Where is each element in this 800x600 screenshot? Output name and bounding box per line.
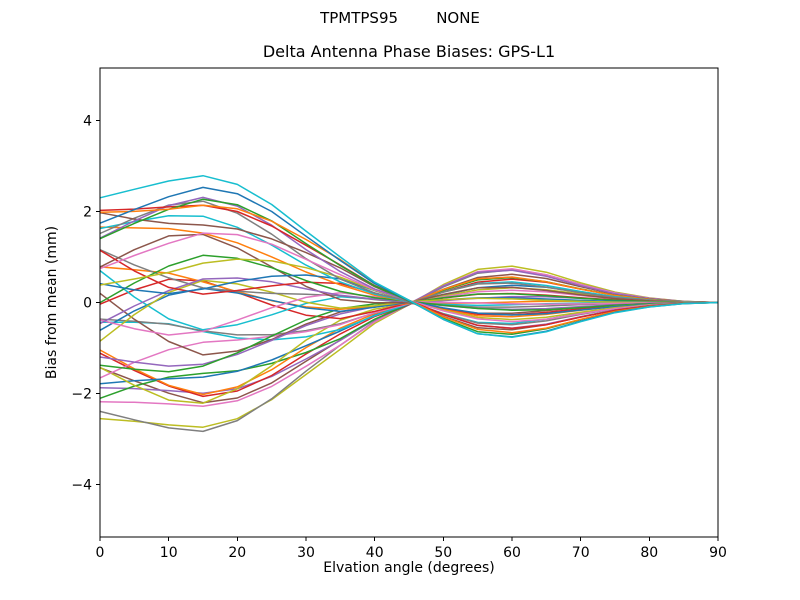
x-axis-tick-label: 30 (297, 545, 315, 561)
x-axis-tick-label: 20 (228, 545, 246, 561)
series-line (99, 186, 719, 338)
x-axis-label: Elvation angle (degrees) (323, 560, 494, 576)
series-line (99, 198, 719, 336)
y-axis-tick-label: 2 (83, 204, 92, 220)
x-axis-tick-label: 70 (572, 545, 590, 561)
x-axis-tick-label: 0 (96, 545, 105, 561)
x-axis-tick-label: 80 (640, 545, 658, 561)
y-axis-tick-label: −2 (71, 387, 92, 403)
series-line (99, 174, 719, 339)
y-axis-label: Bias from mean (mm) (44, 226, 60, 379)
x-axis-tick-label: 10 (160, 545, 178, 561)
x-axis-tick-label: 60 (503, 545, 521, 561)
y-axis-tick-label: 0 (83, 296, 92, 312)
series-line (99, 268, 719, 408)
x-axis-tick-label: 90 (709, 545, 727, 561)
y-axis-tick-label: 4 (83, 113, 92, 129)
figure-suptitle: TPMTPS95 NONE (320, 9, 480, 27)
y-axis-tick-label: −4 (71, 478, 92, 494)
series-line (99, 211, 719, 331)
x-axis-tick-label: 40 (366, 545, 384, 561)
axes-title: Delta Antenna Phase Biases: GPS-L1 (262, 42, 556, 61)
x-axis-tick-label: 50 (434, 545, 452, 561)
